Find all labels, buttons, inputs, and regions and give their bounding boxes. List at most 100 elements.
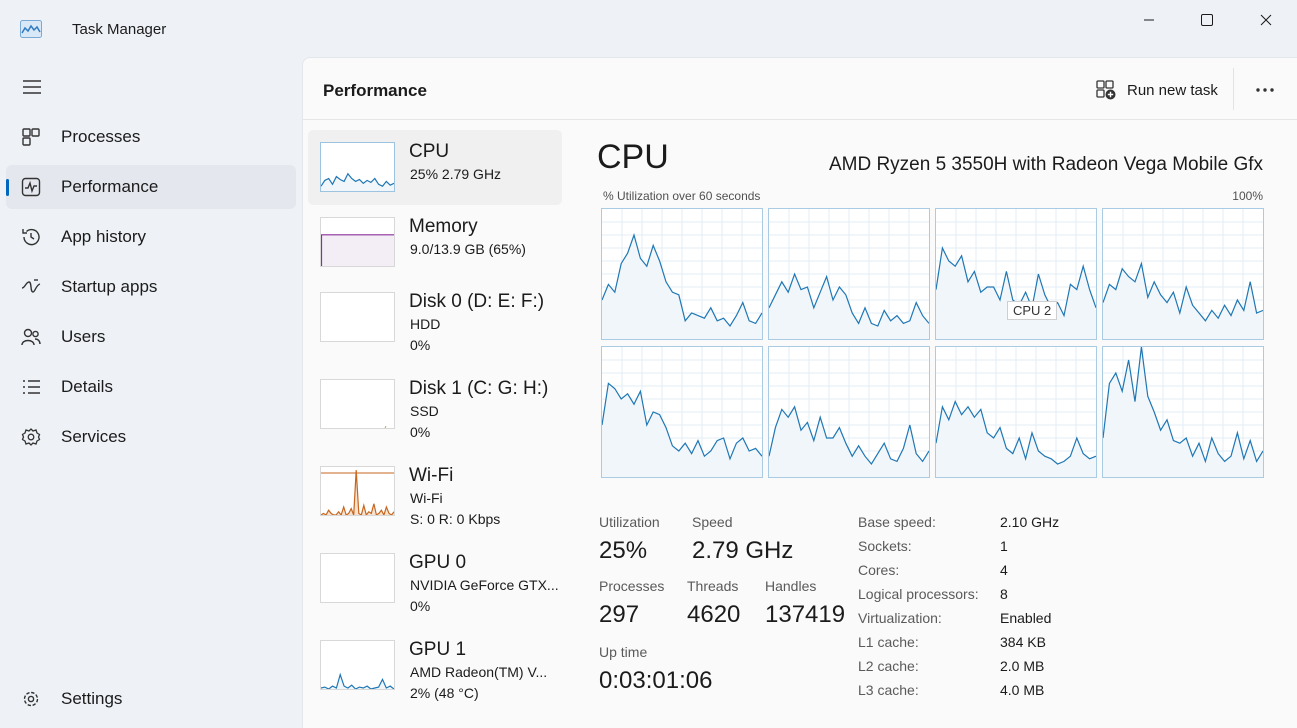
run-new-task-label: Run new task xyxy=(1127,81,1218,99)
active-indicator xyxy=(6,179,9,196)
close-button[interactable] xyxy=(1243,8,1289,32)
spec-value: Enabled xyxy=(1000,610,1052,626)
memory-thumbnail-graph xyxy=(321,234,394,266)
run-new-task-icon xyxy=(1096,80,1116,100)
startup-apps-icon xyxy=(21,279,41,293)
cpu-5-series-area xyxy=(769,406,929,477)
resource-detail: Wi-Fi xyxy=(410,490,443,506)
app-history-icon xyxy=(22,228,40,246)
resource-item-wifi[interactable]: Wi-Fi Wi-Fi S: 0 R: 0 Kbps xyxy=(308,454,562,529)
resource-item-gpu-1[interactable]: GPU 1 AMD Radeon(TM) V... 2% (48 °C) xyxy=(308,628,562,703)
cpu-7-graph[interactable] xyxy=(1102,346,1264,478)
page-title: Performance xyxy=(323,81,427,100)
run-new-task-button[interactable]: Run new task xyxy=(1095,78,1218,102)
processes-icon xyxy=(22,128,40,146)
sidebar-item-details[interactable]: Details xyxy=(6,365,296,409)
sidebar-item-settings[interactable]: Settings xyxy=(6,677,296,721)
resource-usage: S: 0 R: 0 Kbps xyxy=(410,511,501,527)
gpu-1-thumbnail-line xyxy=(321,672,394,689)
spec-key: L3 cache: xyxy=(858,682,919,698)
uptime-label: Up time xyxy=(599,644,648,660)
sidebar-item-startup-apps[interactable]: Startup apps xyxy=(6,265,296,309)
cpu-6-graph[interactable] xyxy=(935,346,1097,478)
threads-value: 4620 xyxy=(687,601,741,628)
processes-label: Processes xyxy=(599,578,665,594)
cpu-1-graph[interactable] xyxy=(768,208,930,340)
resource-detail: HDD xyxy=(410,316,441,332)
utilization-label: Utilization xyxy=(599,514,660,530)
disk-1-thumbnail xyxy=(320,379,395,429)
resource-usage: 0% xyxy=(410,424,431,440)
graph-caption: % Utilization over 60 seconds xyxy=(603,189,761,203)
sidebar-item-services[interactable]: Services xyxy=(6,415,296,459)
memory-thumbnail xyxy=(320,217,395,267)
resource-item-gpu-0[interactable]: GPU 0 NVIDIA GeForce GTX... 0% xyxy=(308,541,562,616)
resource-name: Memory xyxy=(409,216,478,237)
cpu-5-series-line xyxy=(769,405,929,466)
memory-fill xyxy=(321,234,394,266)
resource-detail: AMD Radeon(TM) V... xyxy=(410,664,548,680)
task-manager-icon xyxy=(20,20,42,38)
cpu-4-graph[interactable] xyxy=(601,346,763,478)
spec-key: L2 cache: xyxy=(858,658,919,674)
spec-value: 4 xyxy=(1000,562,1008,578)
resource-name: Disk 0 (D: E: F:) xyxy=(409,291,545,312)
resource-item-disk-1[interactable]: Disk 1 (C: G: H:) SSD 0% xyxy=(308,367,562,442)
sidebar-item-performance[interactable]: Performance xyxy=(6,165,296,209)
resource-name: Disk 1 (C: G: H:) xyxy=(409,378,549,399)
cpu-5-graph[interactable] xyxy=(768,346,930,478)
sidebar-item-label: Users xyxy=(61,327,106,346)
spec-key: Base speed: xyxy=(858,514,936,530)
cpu-3-graph[interactable] xyxy=(1102,208,1264,340)
spec-key: Sockets: xyxy=(858,538,912,554)
hamburger-menu-icon[interactable] xyxy=(21,78,43,96)
cpu-0-series-line xyxy=(602,232,762,328)
app-title: Task Manager xyxy=(72,21,167,38)
disk-1-thumbnail-graph xyxy=(384,425,387,428)
gpu-1-thumbnail xyxy=(320,640,395,690)
spec-value: 8 xyxy=(1000,586,1008,602)
spec-value: 2.10 GHz xyxy=(1000,514,1060,530)
title-bar: Task Manager xyxy=(0,0,1297,56)
cpu-thumbnail-line xyxy=(321,172,394,187)
cpu-0-graph[interactable] xyxy=(601,208,763,340)
spec-key: Logical processors: xyxy=(858,586,979,602)
resource-item-memory[interactable]: Memory 9.0/13.9 GB (65%) xyxy=(308,205,562,280)
panel-header: Performance Run new task xyxy=(303,58,1297,120)
cpu-thumbnail-area xyxy=(321,173,394,191)
cpu-2-graph[interactable] xyxy=(935,208,1097,340)
resource-name: CPU xyxy=(409,141,450,162)
wifi-thumbnail-graph xyxy=(321,470,394,515)
resource-usage: 2% (48 °C) xyxy=(410,685,479,701)
sidebar-item-users[interactable]: Users xyxy=(6,315,296,359)
detail-title: CPU xyxy=(597,138,669,176)
sidebar-item-app-history[interactable]: App history xyxy=(6,215,296,259)
handles-value: 137419 xyxy=(765,601,846,628)
resource-detail: SSD xyxy=(410,403,439,419)
sidebar-item-processes[interactable]: Processes xyxy=(6,115,296,159)
cpu-thumbnail xyxy=(320,142,395,192)
cpu-3-series-line xyxy=(1103,261,1263,322)
cpu-6-series-area xyxy=(936,401,1096,477)
minimize-icon xyxy=(1144,19,1154,21)
resource-detail: 25% 2.79 GHz xyxy=(410,166,502,182)
resource-name: GPU 1 xyxy=(409,639,467,660)
processes-value: 297 xyxy=(599,601,640,628)
resource-name: GPU 0 xyxy=(409,552,467,573)
disk-0-thumbnail xyxy=(320,292,395,342)
threads-label: Threads xyxy=(687,578,739,594)
sidebar-item-label: Startup apps xyxy=(61,277,158,296)
resource-item-disk-0[interactable]: Disk 0 (D: E: F:) HDD 0% xyxy=(308,280,562,355)
more-options-icon xyxy=(1256,88,1274,92)
more-options-button[interactable] xyxy=(1253,78,1277,102)
maximize-button[interactable] xyxy=(1184,8,1230,32)
resource-usage: 0% xyxy=(410,598,431,614)
graph-grid xyxy=(936,347,1096,477)
gpu-0-thumbnail xyxy=(320,553,395,603)
spec-value: 384 KB xyxy=(1000,634,1046,650)
cpu-1-series-line xyxy=(769,272,929,327)
cpu-thumbnail-graph xyxy=(321,172,394,191)
resource-item-cpu[interactable]: CPU 25% 2.79 GHz xyxy=(308,130,562,205)
minimize-button[interactable] xyxy=(1126,8,1172,32)
header-divider xyxy=(1233,68,1234,110)
